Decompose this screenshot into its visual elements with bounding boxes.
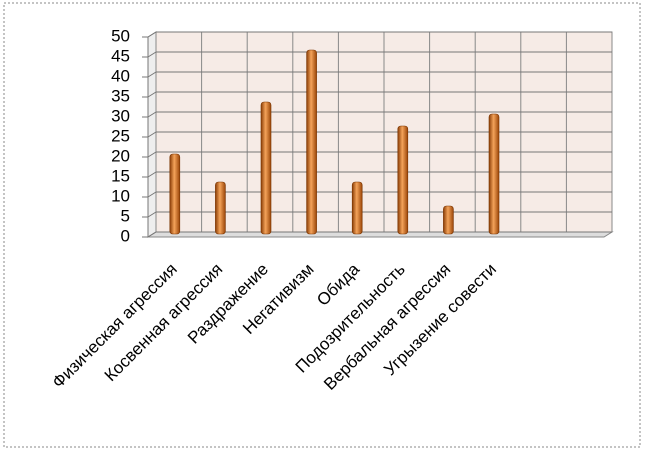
grid-line [147,71,157,78]
grid-line [147,51,157,58]
bar [397,125,409,235]
bar [351,181,363,235]
grid-line [147,91,157,98]
y-tick-label: 20 [111,146,130,165]
bar [260,101,272,235]
grid-line [147,191,157,198]
y-tick-label: 10 [111,186,130,205]
y-tick-label: 45 [111,46,130,65]
grid-line [147,131,157,138]
y-tick-label: 40 [111,66,130,85]
bar [169,153,181,235]
grid-line [147,231,157,238]
grid-line [147,151,157,158]
bar [306,49,317,235]
grid-line [147,111,157,118]
y-tick-label: 15 [111,166,130,185]
y-tick-label: 30 [111,106,130,125]
grid-line [147,211,157,218]
grid-line [147,171,157,178]
y-tick-label: 35 [111,86,130,105]
y-tick-label: 25 [111,126,130,145]
grid-line [147,31,157,38]
bar [443,205,454,235]
bar [488,113,500,235]
y-tick-label: 5 [121,206,130,225]
bar [215,181,226,235]
y-tick-label: 50 [111,26,130,45]
y-tick-label: 0 [121,226,130,245]
